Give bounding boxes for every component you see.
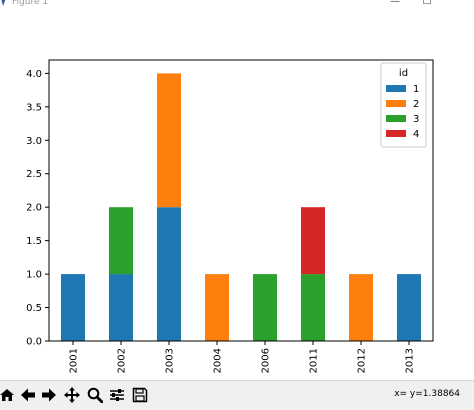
y-tick-label: 0.5 [26,303,42,314]
maximize-button[interactable]: ☐ [422,0,432,7]
legend-swatch-2 [386,100,406,107]
x-tick-label: 2011 [309,348,320,373]
legend-title: id [399,68,408,79]
y-tick-label: 2.5 [26,169,42,180]
legend-label-2: 2 [413,99,419,110]
bar-2011-series-3 [301,274,325,341]
legend-label-1: 1 [413,84,419,95]
app-icon [1,0,6,6]
x-tick-label: 2006 [261,348,272,373]
legend-swatch-1 [386,85,406,92]
x-tick-label: 2002 [117,348,128,373]
zoom-button[interactable] [85,385,105,405]
x-tick-label: 2001 [69,348,80,373]
bar-2012-series-2 [349,274,373,341]
minimize-button[interactable]: — [390,0,400,7]
y-tick-label: 0.0 [26,337,42,348]
stacked-bar-chart: 0.0 0.5 1.0 1.5 2.0 2.5 3.0 3.5 4.0 2001 2002 2003 2… [26,59,434,373]
cursor-coordinates: x= y=1.38864 [394,389,460,399]
x-tick-label: 2012 [357,348,368,373]
bar-2011-series-4 [301,207,325,275]
legend-label-4: 4 [413,129,419,140]
pan-button[interactable] [62,385,82,405]
bar-2013-series-1 [397,274,421,341]
save-button[interactable] [130,385,150,405]
bar-2002-series-1 [109,274,133,341]
home-icon [0,389,14,401]
window-title: Figure 1 [12,0,49,7]
x-tick-label: 2003 [165,348,176,373]
back-button[interactable] [18,385,38,405]
bar-2003-series-1 [157,207,181,341]
y-tick-label: 1.0 [26,270,42,281]
bar-2003-series-2 [157,73,181,208]
window-titlebar: Figure 1 — ☐ [0,0,474,12]
x-tick-label: 2004 [213,348,224,373]
legend-label-3: 3 [413,114,419,125]
y-tick-label: 3.5 [26,102,42,113]
legend-swatch-3 [386,115,406,122]
y-tick-label: 2.0 [26,203,42,214]
save-icon [132,387,148,403]
y-tick-label: 1.5 [26,236,42,247]
y-tick-label: 4.0 [26,69,42,80]
bar-2004-series-2 [205,274,229,341]
pan-icon [64,387,80,403]
forward-arrow-icon [42,388,56,402]
home-button[interactable] [0,385,17,405]
bar-2006-series-3 [253,274,277,341]
y-tick-label: 3.0 [26,136,42,147]
x-tick-label: 2013 [405,348,416,373]
bar-2002-series-3 [109,207,133,275]
back-arrow-icon [21,388,35,402]
configure-subplots-icon [110,389,124,401]
legend-swatch-4 [386,130,406,137]
forward-button[interactable] [39,385,59,405]
figure-canvas[interactable]: 0.0 0.5 1.0 1.5 2.0 2.5 3.0 3.5 4.0 2001 2002 2003 2… [0,12,474,380]
zoom-icon [87,387,103,403]
configure-subplots-button[interactable] [107,385,127,405]
plot-frame [48,59,434,342]
navigation-toolbar: x= y=1.38864 [0,380,474,410]
bar-2001-series-1 [61,274,85,341]
